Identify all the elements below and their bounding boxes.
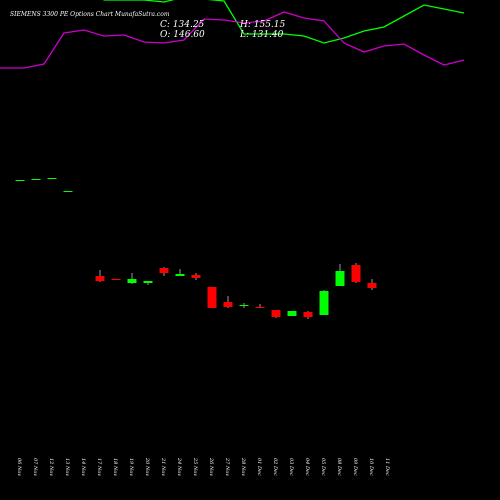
- candle-body-up: [63, 191, 73, 192]
- chart-title: SIEMENS 3300 PE Options Chart MunafaSutr…: [10, 11, 170, 18]
- candle-body-down: [351, 265, 361, 282]
- x-tick-label: 13 Nov: [64, 458, 70, 476]
- candle: [255, 304, 265, 308]
- x-tick-label: 28 Nov: [240, 457, 246, 476]
- candle: [367, 279, 377, 290]
- candle: [239, 303, 249, 308]
- candle: [31, 179, 41, 180]
- candle-body-down: [223, 302, 233, 307]
- candle-body-up: [239, 305, 249, 306]
- indicator-line-green: [103, 0, 465, 44]
- candle-body-down: [207, 287, 217, 308]
- candle-body-down: [367, 283, 377, 288]
- x-tick-label: 27 Nov: [224, 457, 230, 476]
- candle: [63, 191, 73, 192]
- candle: [15, 180, 25, 181]
- x-tick-label: 06 Nov: [16, 458, 22, 476]
- x-tick-label: 19 Nov: [128, 458, 134, 476]
- candle: [111, 279, 121, 280]
- candle: [287, 311, 297, 316]
- candle: [143, 281, 153, 285]
- candle-body-down: [303, 312, 313, 317]
- x-tick-label: 10 Dec: [368, 458, 374, 476]
- x-tick-label: 03 Dec: [288, 458, 294, 476]
- x-tick-label: 24 Nov: [176, 457, 182, 476]
- candle: [159, 267, 169, 276]
- candle-body-up: [127, 279, 137, 283]
- candle: [303, 311, 313, 319]
- x-tick-label: 09 Dec: [352, 458, 358, 476]
- low-value: L: 131.40: [240, 30, 284, 40]
- candle-body-up: [335, 271, 345, 286]
- candle: [271, 310, 281, 318]
- x-tick-label: 18 Nov: [112, 458, 118, 476]
- x-tick-label: 01 Dec: [256, 458, 262, 476]
- x-tick-label: 25 Nov: [192, 457, 198, 476]
- candle-body-up: [143, 281, 153, 283]
- close-value: C: 134.25: [160, 20, 205, 30]
- candle: [191, 273, 201, 280]
- candle-body-down: [159, 268, 169, 273]
- x-tick-label: 08 Dec: [336, 458, 342, 476]
- candle: [175, 269, 185, 276]
- x-tick-label: 11 Dec: [384, 458, 390, 476]
- candle-body-up: [287, 311, 297, 316]
- candle: [223, 296, 233, 308]
- candle-body-up: [175, 274, 185, 276]
- x-tick-label: 07 Nov: [32, 458, 38, 476]
- candle-body-up: [319, 291, 329, 315]
- open-value: O: 146.60: [160, 30, 205, 40]
- candle-body-down: [255, 307, 265, 308]
- candle: [47, 178, 57, 179]
- candle-body-up: [47, 178, 57, 179]
- x-tick-label: 26 Nov: [208, 457, 214, 476]
- candle-body-up: [15, 180, 25, 181]
- x-tick-label: 14 Nov: [80, 458, 86, 476]
- x-tick-label: 02 Dec: [272, 458, 278, 476]
- candle-body-down: [111, 279, 121, 280]
- candle: [319, 290, 329, 315]
- candle-body-down: [271, 310, 281, 317]
- x-tick-label: 05 Dec: [320, 458, 326, 476]
- candle: [127, 273, 137, 284]
- candle: [207, 287, 217, 308]
- x-tick-label: 12 Nov: [48, 458, 54, 476]
- indicator-line-magenta: [0, 11, 465, 69]
- x-tick-label: 17 Nov: [96, 458, 102, 476]
- candle-body-up: [31, 179, 41, 180]
- x-tick-label: 04 Dec: [304, 458, 310, 476]
- candle-body-down: [191, 275, 201, 278]
- candle: [351, 263, 361, 283]
- candle-body-down: [95, 276, 105, 281]
- high-value: H: 155.15: [240, 20, 286, 30]
- candle: [95, 270, 105, 282]
- candle: [335, 264, 345, 286]
- x-tick-label: 21 Nov: [160, 457, 166, 476]
- x-tick-label: 20 Nov: [144, 457, 150, 476]
